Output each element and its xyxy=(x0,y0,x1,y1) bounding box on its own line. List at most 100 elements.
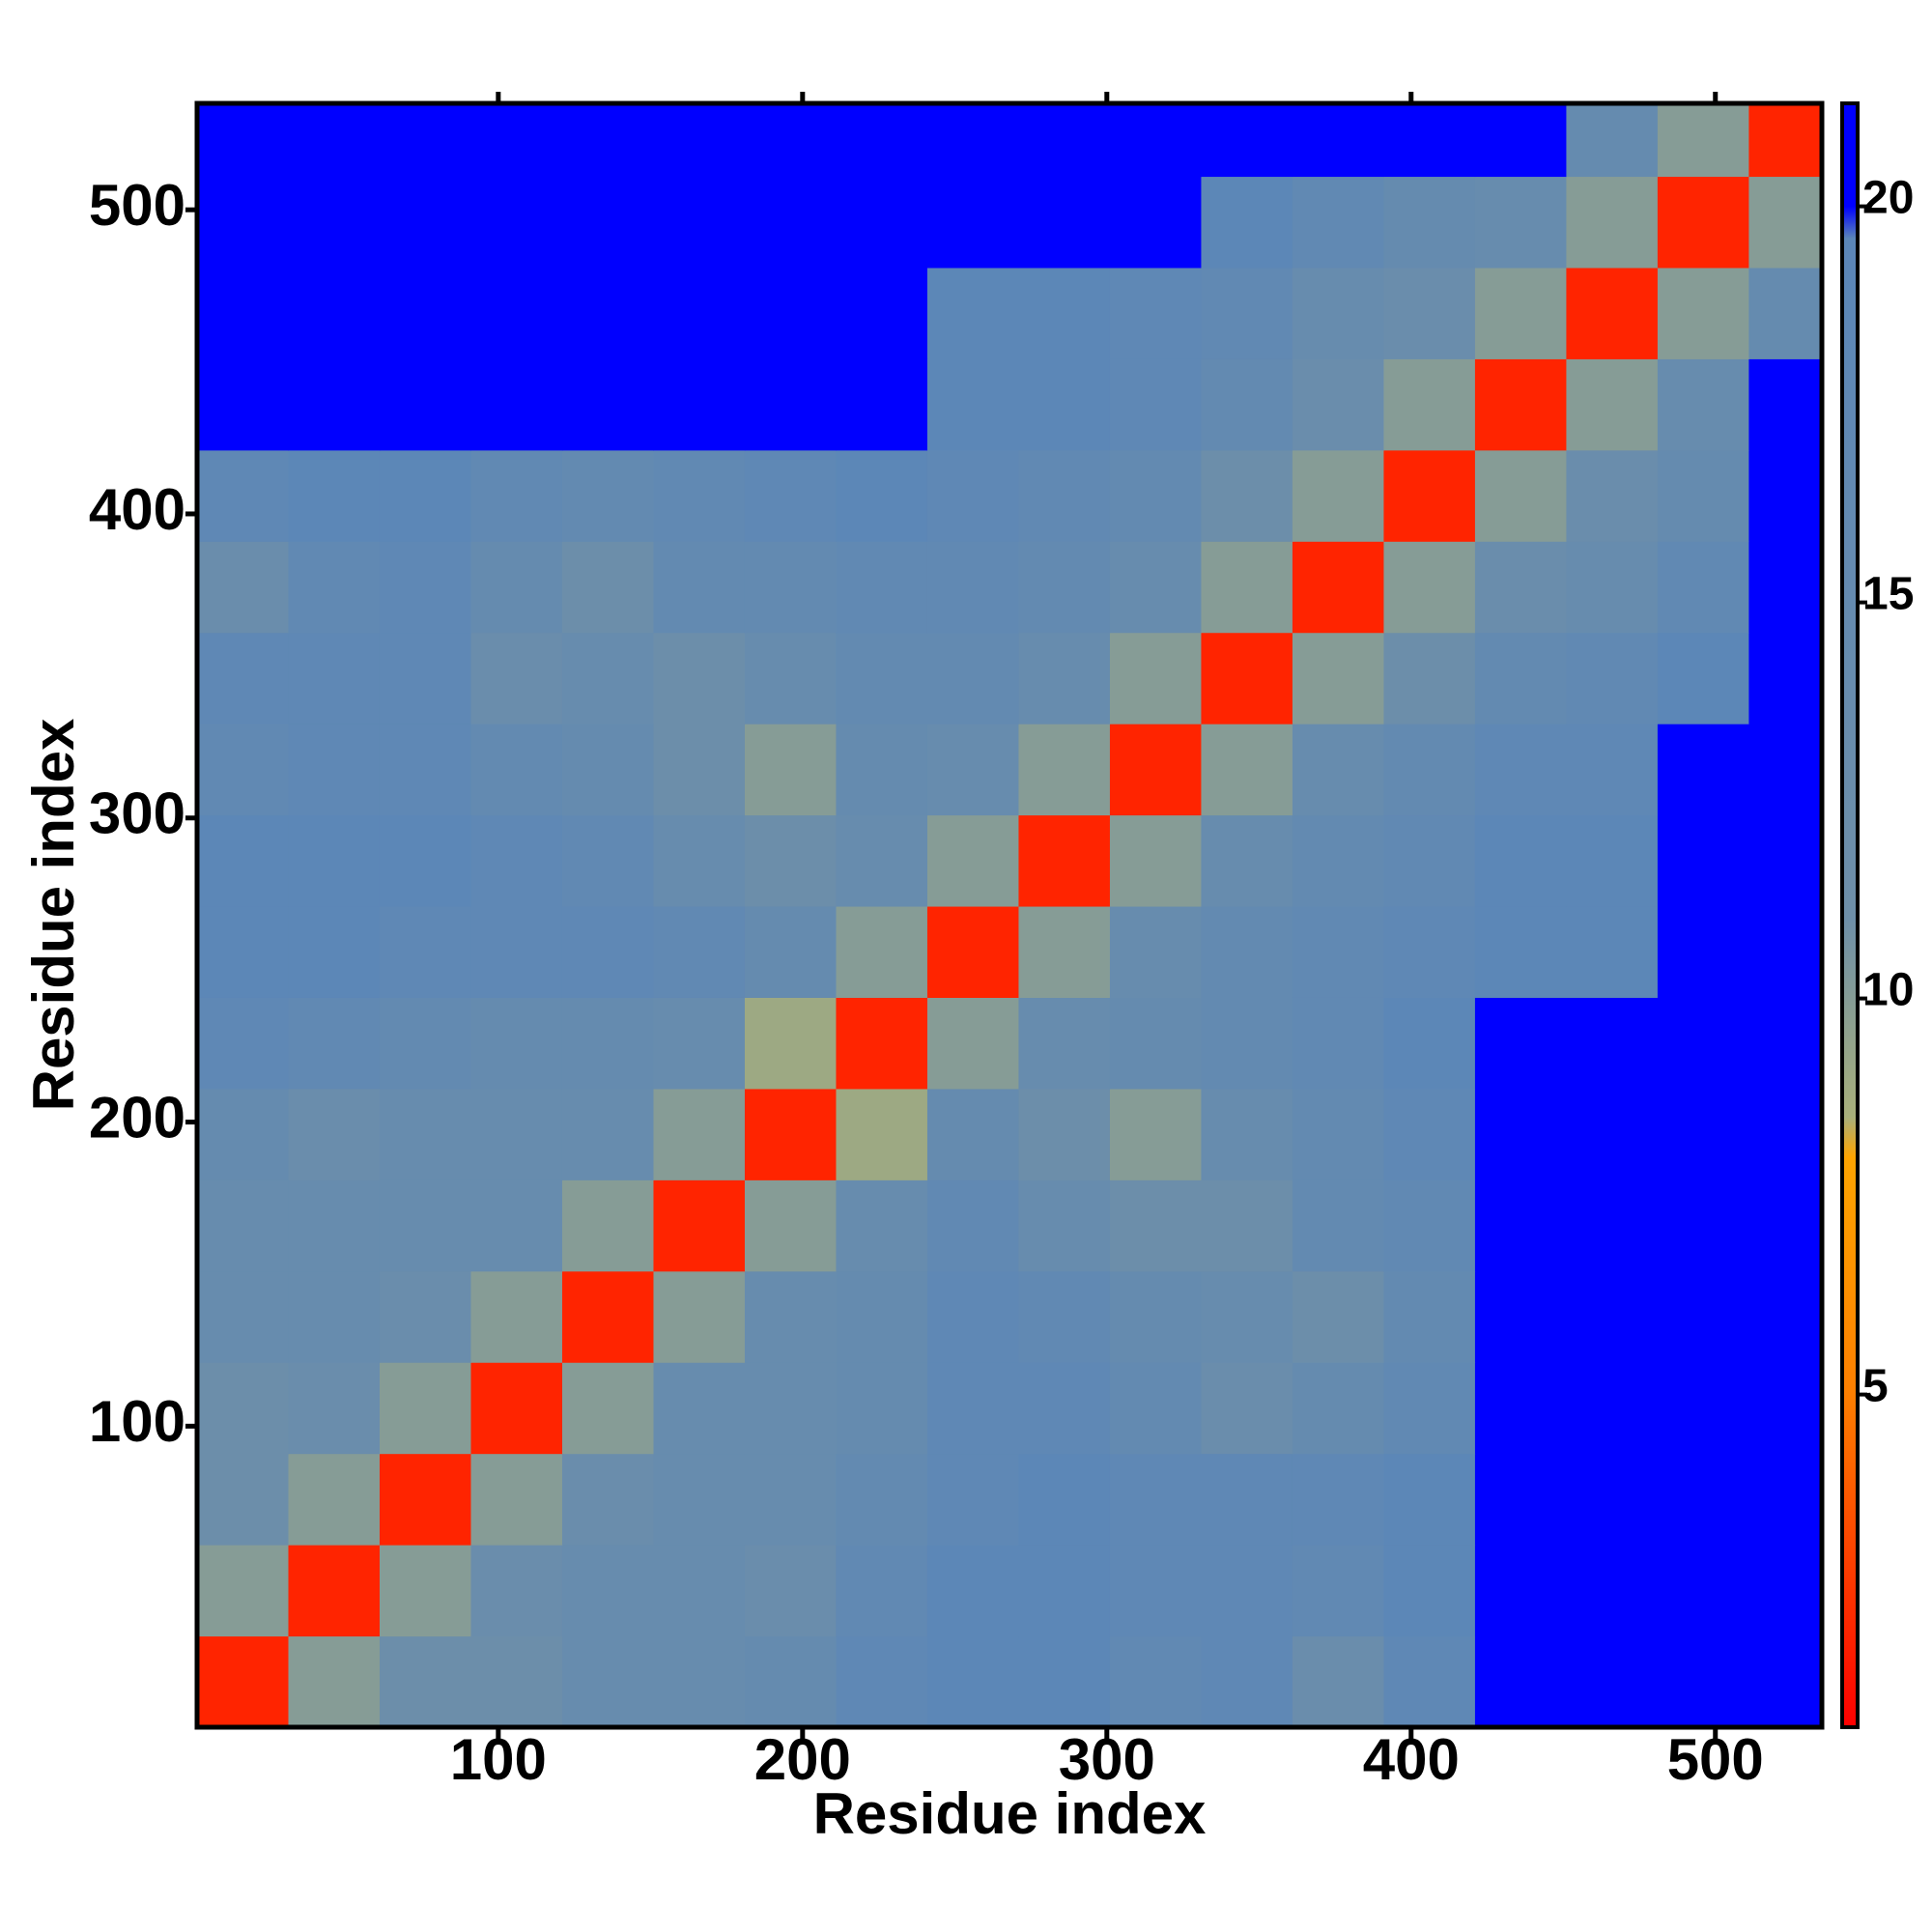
heatmap-cell xyxy=(561,1453,654,1546)
heatmap-cell xyxy=(197,541,289,634)
heatmap-cell xyxy=(1018,1362,1111,1455)
heatmap-cell xyxy=(653,358,746,451)
heatmap-cell xyxy=(379,906,471,998)
heatmap-cell xyxy=(744,814,837,907)
heatmap-cell xyxy=(836,997,928,1090)
heatmap-cell xyxy=(197,1362,289,1455)
heatmap-cell xyxy=(197,1545,289,1637)
heatmap-cell xyxy=(926,997,1019,1090)
heatmap-cell xyxy=(1292,541,1384,634)
heatmap-cell xyxy=(1657,997,1749,1090)
heatmap-cell xyxy=(1383,814,1476,907)
heatmap-cell xyxy=(653,997,746,1090)
heatmap-cell xyxy=(1292,1179,1384,1272)
heatmap-cell xyxy=(1657,267,1749,359)
heatmap-cell xyxy=(288,724,381,816)
heatmap-cell xyxy=(1474,906,1567,998)
heatmap-cell xyxy=(1748,449,1823,542)
heatmap-cell xyxy=(288,358,381,451)
heatmap-cell xyxy=(379,997,471,1090)
heatmap-cell xyxy=(379,724,471,816)
heatmap-cell xyxy=(1018,1179,1111,1272)
heatmap-cell xyxy=(1292,1270,1384,1363)
heatmap-cell xyxy=(836,103,928,178)
heatmap-cell xyxy=(1657,358,1749,451)
heatmap-cell xyxy=(561,1088,654,1180)
heatmap-cell xyxy=(1109,541,1202,634)
heatmap-cell xyxy=(288,541,381,634)
heatmap-cell xyxy=(197,1179,289,1272)
heatmap-cell xyxy=(926,906,1019,998)
heatmap-cell xyxy=(836,449,928,542)
heatmap-cell xyxy=(1018,267,1111,359)
heatmap-cell xyxy=(1109,632,1202,724)
y-tick-label: 300 xyxy=(89,781,185,846)
heatmap-cell xyxy=(1566,103,1659,178)
heatmap-cell xyxy=(836,1270,928,1363)
heatmap-cell xyxy=(653,632,746,724)
heatmap-cell xyxy=(379,541,471,634)
heatmap-cell xyxy=(836,176,928,269)
heatmap-cell xyxy=(1748,1270,1823,1363)
heatmap-cell xyxy=(926,267,1019,359)
heatmap-cell xyxy=(653,814,746,907)
y-tick-label: 400 xyxy=(89,477,185,542)
heatmap-cell xyxy=(1566,1088,1659,1180)
heatmap-cell xyxy=(1748,541,1823,634)
heatmap-cell xyxy=(1657,1453,1749,1546)
heatmap-cell xyxy=(744,1270,837,1363)
heatmap-cell xyxy=(744,1635,837,1728)
heatmap-cell xyxy=(1383,632,1476,724)
heatmap-cell xyxy=(1109,1453,1202,1546)
heatmap-cell xyxy=(1109,267,1202,359)
colorbar-tick-label: 5 xyxy=(1862,1360,1889,1411)
heatmap-cell xyxy=(1657,1545,1749,1637)
heatmap-cell xyxy=(379,1453,471,1546)
heatmap-cell xyxy=(1018,358,1111,451)
heatmap-cell xyxy=(1657,541,1749,634)
heatmap-cell xyxy=(926,1635,1019,1728)
heatmap-cell xyxy=(288,176,381,269)
heatmap-cell xyxy=(836,541,928,634)
heatmap-cell xyxy=(1383,906,1476,998)
heatmap-cell xyxy=(653,906,746,998)
heatmap-cell xyxy=(470,1270,563,1363)
heatmap-cell xyxy=(288,906,381,998)
heatmap-cell xyxy=(470,1362,563,1455)
x-tick-label: 400 xyxy=(1363,1727,1460,1792)
heatmap-cell xyxy=(197,906,289,998)
heatmap-cell xyxy=(1018,1453,1111,1546)
heatmap-cell xyxy=(1566,997,1659,1090)
heatmap-cell xyxy=(1566,1270,1659,1363)
x-tick-label: 100 xyxy=(450,1727,547,1792)
heatmap-cell xyxy=(561,541,654,634)
heatmap-cell xyxy=(836,814,928,907)
colorbar-tick-label: 10 xyxy=(1862,964,1914,1015)
heatmap-cell xyxy=(470,814,563,907)
heatmap-cell xyxy=(561,267,654,359)
heatmap-cell xyxy=(1201,358,1293,451)
heatmap-cell xyxy=(1566,1635,1659,1728)
heatmap-cell xyxy=(1474,1635,1567,1728)
heatmap-cell xyxy=(1201,103,1293,178)
heatmap-cell xyxy=(1748,632,1823,724)
y-tick-label: 200 xyxy=(89,1085,185,1150)
heatmap-cell xyxy=(1383,1362,1476,1455)
heatmap-cell xyxy=(1383,1635,1476,1728)
heatmap-cell xyxy=(197,814,289,907)
heatmap-cell xyxy=(836,1362,928,1455)
colorbar-segment xyxy=(1842,1117,1858,1158)
heatmap-cell xyxy=(1292,997,1384,1090)
heatmap-cell xyxy=(379,1545,471,1637)
heatmap-cell xyxy=(1657,1362,1749,1455)
colorbar-frame xyxy=(1840,101,1860,1729)
heatmap-cell xyxy=(926,1545,1019,1637)
heatmap-cell xyxy=(744,724,837,816)
heatmap-cell xyxy=(1657,814,1749,907)
heatmap-cell xyxy=(836,1088,928,1180)
heatmap-cell xyxy=(1566,358,1659,451)
heatmap-cell xyxy=(1657,1635,1749,1728)
heatmap-cell xyxy=(1383,176,1476,269)
heatmap-cell xyxy=(1109,176,1202,269)
heatmap-cell xyxy=(470,1545,563,1637)
